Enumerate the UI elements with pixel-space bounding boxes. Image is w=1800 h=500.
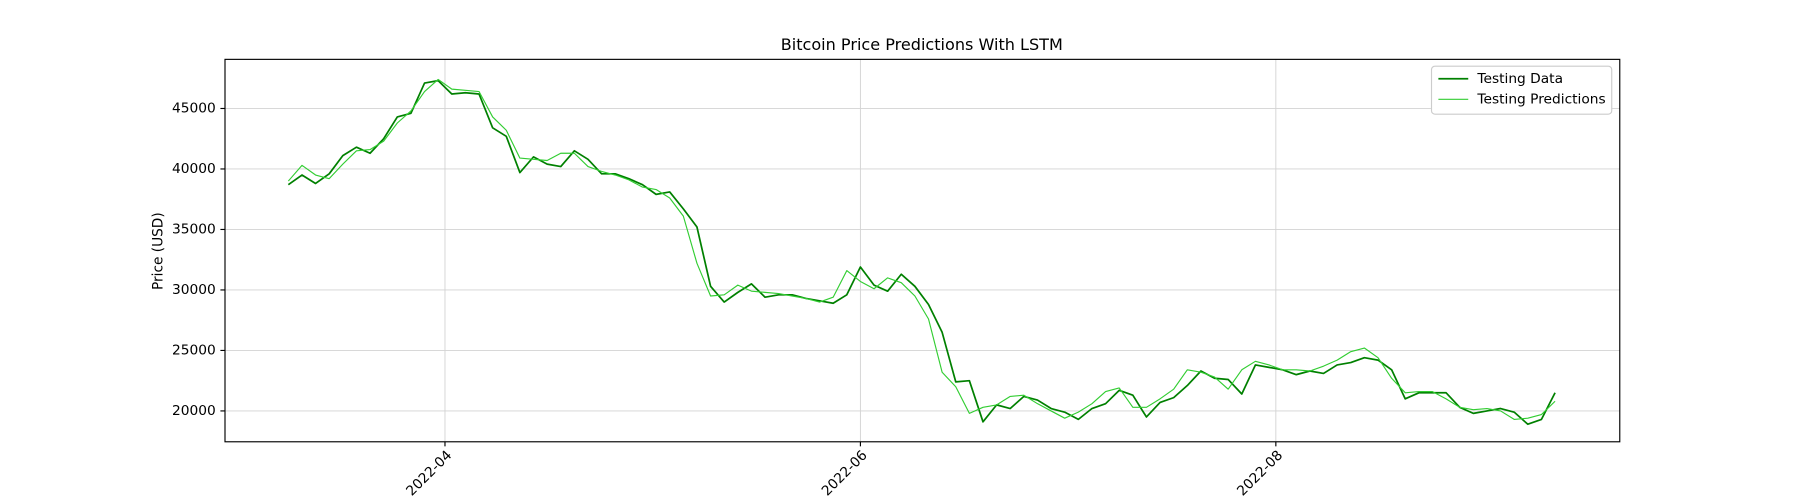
y-tick-label: 25000 [172,342,216,358]
series-line [287,78,1556,420]
plot-frame [224,58,1621,443]
y-tick-label: 20000 [172,403,216,419]
legend-label: Testing Data [1476,71,1563,87]
chart-title: Bitcoin Price Predictions With LSTM [781,35,1063,54]
y-tick-label: 40000 [172,161,216,177]
y-tick-label: 35000 [172,221,216,237]
y-axis-label: Price (USD) [150,212,166,290]
legend-box [1430,65,1613,115]
legend-label: Testing Predictions [1476,91,1605,107]
y-tick-label: 45000 [172,101,216,117]
y-tick-label: 30000 [172,282,216,298]
series-line [287,79,1556,426]
